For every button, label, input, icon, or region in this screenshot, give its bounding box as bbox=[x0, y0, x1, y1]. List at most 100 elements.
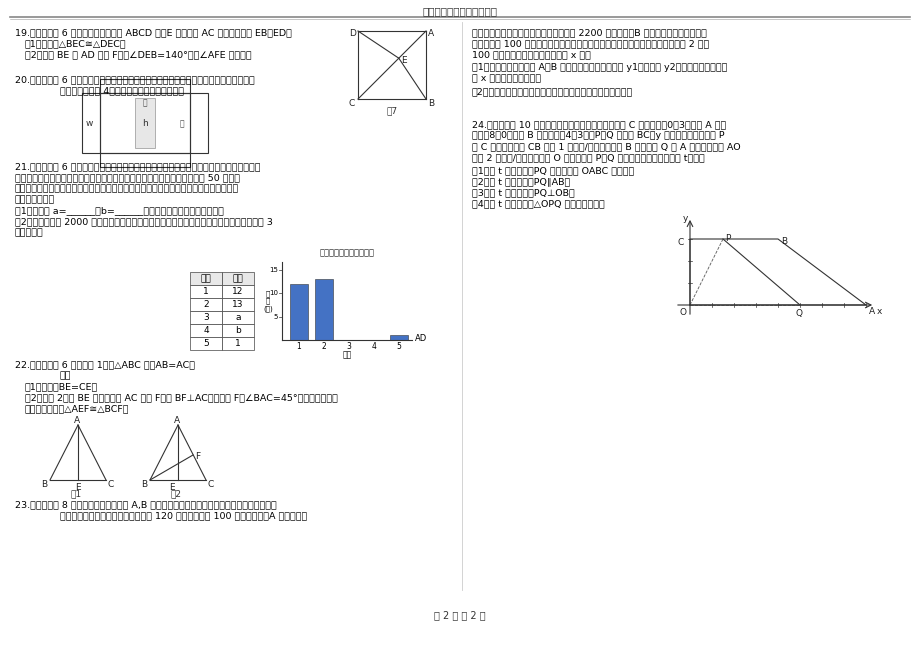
Text: 册数: 册数 bbox=[342, 350, 351, 359]
Bar bbox=[190, 93, 208, 153]
Text: 24.（本题满分 10 分）如图，在平面直角坐标系中，点 C 的坐标是（0，3），点 A 的坐: 24.（本题满分 10 分）如图，在平面直角坐标系中，点 C 的坐标是（0，3）… bbox=[471, 120, 725, 129]
Text: 从 C 出发，在线段 CB 上以 1 个单位/秒的速度向点 B 移动，点 Q 从 A 出发，在线段 AO: 从 C 出发，在线段 CB 上以 1 个单位/秒的速度向点 B 移动，点 Q 从… bbox=[471, 142, 740, 151]
Bar bbox=[190, 337, 221, 350]
Text: （2）问：该学校购买哪家公司的服装比较合算？请说明理由。: （2）问：该学校购买哪家公司的服装比较合算？请说明理由。 bbox=[471, 87, 632, 96]
Bar bbox=[390, 335, 407, 340]
Text: 2: 2 bbox=[322, 342, 326, 351]
Text: 数 x 之间的函数关系式；: 数 x 之间的函数关系式； bbox=[471, 74, 540, 83]
Text: 图2: 图2 bbox=[170, 489, 181, 498]
Text: 第 2 页 共 2 页: 第 2 页 共 2 页 bbox=[434, 610, 485, 620]
Text: 某校开展好书伴我成长的读书活动，为了解全校学生读书情况，随机调查了 50 名学生: 某校开展好书伴我成长的读书活动，为了解全校学生读书情况，随机调查了 50 名学生 bbox=[15, 173, 240, 182]
Text: AD: AD bbox=[414, 334, 426, 343]
Text: 100 人，如果设参加演出的男生有 x 人，: 100 人，如果设参加演出的男生有 x 人， bbox=[471, 50, 590, 59]
Text: y: y bbox=[682, 214, 687, 223]
Text: C: C bbox=[208, 480, 214, 489]
Text: 3: 3 bbox=[346, 342, 351, 351]
Bar bbox=[190, 272, 221, 285]
Bar bbox=[100, 153, 190, 167]
Bar bbox=[221, 298, 254, 311]
Text: 册数: 册数 bbox=[200, 274, 211, 283]
Text: C: C bbox=[348, 99, 355, 108]
Text: 5: 5 bbox=[203, 339, 209, 348]
Text: E: E bbox=[169, 483, 175, 492]
Text: 23.（本题满分 8 分）圣诞节学校需要从 A,B 两公司采购一批演出服装，经了解：两家公司生产: 23.（本题满分 8 分）圣诞节学校需要从 A,B 两公司采购一批演出服装，经了… bbox=[15, 500, 277, 509]
Text: E: E bbox=[75, 483, 81, 492]
Text: 5: 5 bbox=[273, 314, 278, 320]
Text: 1: 1 bbox=[296, 342, 301, 351]
Text: （2）当 t 为何值时，PQ∥AB？: （2）当 t 为何值时，PQ∥AB？ bbox=[471, 177, 570, 186]
Text: b: b bbox=[235, 326, 241, 335]
Bar bbox=[190, 285, 221, 298]
Text: 1: 1 bbox=[203, 287, 209, 296]
Text: a: a bbox=[235, 313, 241, 322]
Text: 10: 10 bbox=[268, 291, 278, 296]
Text: 解答下列问题：: 解答下列问题： bbox=[15, 195, 55, 204]
Text: 读书的册数，并将全部调查结果绘制成两幅不完整的统计图表。请根据图表提供的信息，: 读书的册数，并将全部调查结果绘制成两幅不完整的统计图表。请根据图表提供的信息， bbox=[15, 184, 239, 193]
Text: Q: Q bbox=[795, 309, 802, 318]
Text: 20.（本题满分 6 分）某药业集团生产的某种药品包装盒的侧面展开如图所示。如果长方体: 20.（本题满分 6 分）某药业集团生产的某种药品包装盒的侧面展开如图所示。如果… bbox=[15, 75, 255, 84]
Text: B: B bbox=[780, 237, 787, 246]
Text: 22.（本题满分 6 分）如图 1，在△ABC 中，AB=AC，: 22.（本题满分 6 分）如图 1，在△ABC 中，AB=AC， bbox=[15, 360, 195, 369]
Text: A: A bbox=[868, 307, 874, 316]
Bar bbox=[100, 93, 190, 153]
Bar bbox=[190, 298, 221, 311]
Text: 19.（本题满分 6 分）如图，在正方形 ABCD 中，E 为对角线 AC 上一点，连接 EB、ED。: 19.（本题满分 6 分）如图，在正方形 ABCD 中，E 为对角线 AC 上一… bbox=[15, 28, 291, 37]
Text: 高: 高 bbox=[142, 98, 147, 107]
Text: A: A bbox=[427, 29, 434, 38]
Text: A: A bbox=[74, 416, 80, 425]
Text: （2）延长 BE 交 AD 于点 F，若∠DEB=140°，求∠AFE 的度数。: （2）延长 BE 交 AD 于点 F，若∠DEB=140°，求∠AFE 的度数。 bbox=[25, 50, 252, 59]
Text: w: w bbox=[85, 119, 93, 128]
Text: 1: 1 bbox=[235, 339, 241, 348]
Text: A: A bbox=[174, 416, 180, 425]
Text: （1）求证：BE=CE；: （1）求证：BE=CE； bbox=[25, 382, 98, 391]
Text: 装均按每套 100 元再打八折，公司承担运费。参加演出的女生人数是男生人数的 2 倍少: 装均按每套 100 元再打八折，公司承担运费。参加演出的女生人数是男生人数的 2… bbox=[471, 39, 709, 48]
Text: 2: 2 bbox=[203, 300, 209, 309]
Text: 图7: 图7 bbox=[386, 106, 397, 115]
Text: P: P bbox=[724, 234, 730, 243]
Text: 条件是：全部服装打七折，但收方需承担 2200 元的运费；B 公司的优惠条件是：男女: 条件是：全部服装打七折，但收方需承担 2200 元的运费；B 公司的优惠条件是：… bbox=[471, 28, 706, 37]
Text: x: x bbox=[876, 307, 881, 316]
Bar bbox=[221, 272, 254, 285]
Text: B: B bbox=[141, 480, 147, 489]
Bar bbox=[100, 79, 190, 93]
Text: （4）当 t 为何值时，△OPQ 是等腰三角形？: （4）当 t 为何值时，△OPQ 是等腰三角形？ bbox=[471, 199, 604, 208]
Text: （1）求证：△BEC≅△DEC；: （1）求证：△BEC≅△DEC； bbox=[25, 39, 127, 48]
Text: 的这款服装的单价相同，即男装每套 120 元，女装每套 100 元。经协商：A 公司的优惠: 的这款服装的单价相同，即男装每套 120 元，女装每套 100 元。经协商：A … bbox=[60, 511, 307, 520]
Text: E: E bbox=[401, 56, 406, 65]
Text: B: B bbox=[427, 99, 434, 108]
Bar bbox=[289, 284, 308, 340]
Text: 宽: 宽 bbox=[179, 119, 184, 128]
Text: 件不变，求证：△AEF≅△BCF。: 件不变，求证：△AEF≅△BCF。 bbox=[25, 404, 130, 413]
Text: 图1: 图1 bbox=[71, 489, 82, 498]
Text: h: h bbox=[142, 119, 148, 128]
Text: 册的人数。: 册的人数。 bbox=[15, 228, 44, 237]
Bar bbox=[190, 311, 221, 324]
Text: 3: 3 bbox=[203, 313, 209, 322]
Text: （1）表中的 a=______，b=______，请你把条形统计图补充完整；: （1）表中的 a=______，b=______，请你把条形统计图补充完整； bbox=[15, 206, 223, 215]
Text: （2）如图 2，若 BE 的延长线交 AC 于点 F，且 BF⊥AC，垂足为 F，∠BAC=45°，原题设其它条: （2）如图 2，若 BE 的延长线交 AC 于点 F，且 BF⊥AC，垂足为 F… bbox=[25, 393, 337, 402]
Text: （2）若该校共有 2000 名学生，请你根据样本数据，估计该校学生在本次活动中读书不少于 3: （2）若该校共有 2000 名学生，请你根据样本数据，估计该校学生在本次活动中读… bbox=[15, 217, 273, 226]
Text: （3）当 t 为何值时，PQ⊥OB？: （3）当 t 为何值时，PQ⊥OB？ bbox=[471, 188, 574, 197]
Text: 15: 15 bbox=[269, 267, 278, 273]
Text: 4: 4 bbox=[371, 342, 376, 351]
Text: 标是（8，0），点 B 的坐标是（4，3），P、Q 分别是 BC、y 轴上的两个动点，点 P: 标是（8，0），点 B 的坐标是（4，3），P、Q 分别是 BC、y 轴上的两个… bbox=[471, 131, 724, 140]
Text: 盒子的长比宽是 4，求这种药品包装盒的体积。: 盒子的长比宽是 4，求这种药品包装盒的体积。 bbox=[60, 86, 184, 95]
Text: B: B bbox=[41, 480, 47, 489]
Text: O: O bbox=[679, 308, 686, 317]
Text: 12: 12 bbox=[233, 287, 244, 296]
Text: 株洲市外国语学校考试试卷: 株洲市外国语学校考试试卷 bbox=[422, 6, 497, 16]
Text: 5: 5 bbox=[396, 342, 401, 351]
Text: F: F bbox=[195, 452, 200, 461]
Bar bbox=[190, 324, 221, 337]
Text: 部分学生阅读人数统计图: 部分学生阅读人数统计图 bbox=[319, 248, 374, 257]
Text: C: C bbox=[108, 480, 114, 489]
Text: 人数: 人数 bbox=[233, 274, 244, 283]
Bar bbox=[314, 280, 333, 340]
Text: 21.（本题满分 6 分）为了创建书香校园，切实引导学生多读书、乐读书、会读书、谈好书，: 21.（本题满分 6 分）为了创建书香校园，切实引导学生多读书、乐读书、会读书、… bbox=[15, 162, 260, 171]
Text: 上以 2 个单位/秒的速度向点 O 移动，设点 P、Q 同时出发，运动的时间为 t（秒）: 上以 2 个单位/秒的速度向点 O 移动，设点 P、Q 同时出发，运动的时间为 … bbox=[471, 153, 704, 162]
Text: D: D bbox=[348, 29, 356, 38]
Text: 4: 4 bbox=[203, 326, 209, 335]
Bar bbox=[221, 285, 254, 298]
Bar bbox=[82, 93, 100, 153]
Text: 上。: 上。 bbox=[60, 371, 72, 380]
